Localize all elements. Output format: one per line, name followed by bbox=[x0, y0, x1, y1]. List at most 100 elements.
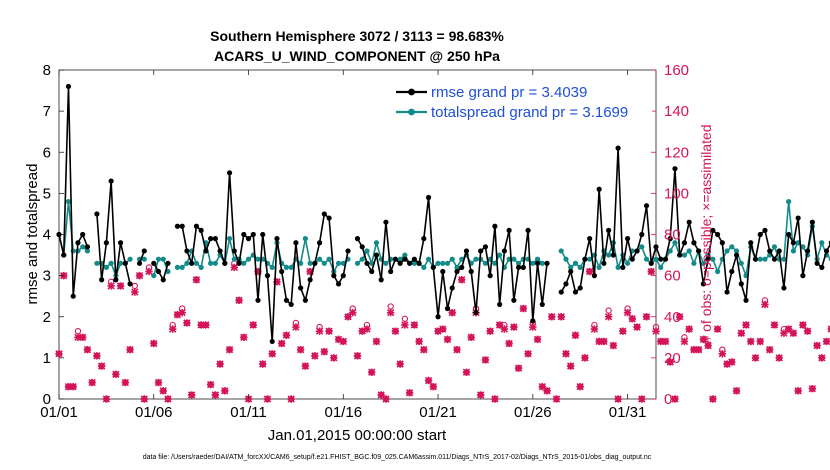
y-right-tick-label: 140 bbox=[664, 103, 689, 120]
obs-possible-point bbox=[539, 383, 546, 390]
obs-possible-point bbox=[406, 389, 413, 396]
totalspread-point bbox=[151, 273, 157, 279]
rmse-line bbox=[560, 147, 830, 302]
obs-possible-point bbox=[733, 387, 740, 394]
obs-assimilated-point bbox=[761, 300, 769, 309]
rmse-point bbox=[108, 178, 114, 184]
rmse-point bbox=[786, 231, 792, 238]
totalspread-point bbox=[658, 264, 664, 270]
obs-possible-point bbox=[278, 340, 285, 347]
totalspread-point bbox=[364, 248, 370, 254]
obs-possible-point bbox=[235, 297, 243, 304]
obs-possible-point bbox=[662, 338, 669, 345]
rmse-point bbox=[99, 277, 105, 283]
rmse-point bbox=[326, 215, 332, 221]
obs-possible-point bbox=[70, 383, 77, 390]
totalspread-point bbox=[160, 256, 166, 262]
rmse-point bbox=[236, 260, 242, 266]
obs-possible-point bbox=[401, 315, 409, 322]
obs-possible-point bbox=[577, 383, 584, 390]
obs-assimilated-point bbox=[453, 345, 461, 354]
rmse-point bbox=[222, 260, 228, 266]
x-tick-label: 01/06 bbox=[135, 404, 173, 421]
obs-assimilated-point bbox=[604, 313, 613, 321]
y-right-axis-label: # of obs: o=possible; ×=assimilated bbox=[698, 124, 714, 343]
totalspread-point bbox=[340, 260, 346, 266]
rmse-point bbox=[520, 264, 526, 270]
obs-assimilated-point bbox=[330, 354, 338, 362]
legend-spread-marker bbox=[408, 108, 415, 116]
totalspread-point bbox=[539, 260, 545, 266]
obs-possible-point bbox=[624, 305, 631, 312]
obs-assimilated-point bbox=[353, 352, 362, 360]
rmse-point bbox=[359, 244, 365, 250]
rmse-point bbox=[302, 297, 308, 303]
obs-assimilated-point bbox=[225, 345, 234, 354]
totalspread-point bbox=[691, 260, 697, 266]
obs-assimilated-point bbox=[249, 321, 257, 329]
obs-possible-point bbox=[349, 305, 356, 312]
obs-assimilated-point bbox=[642, 313, 651, 321]
totalspread-point bbox=[269, 264, 275, 270]
obs-possible-point bbox=[491, 395, 499, 403]
obs-possible-point bbox=[534, 336, 541, 343]
totalspread-point bbox=[316, 256, 323, 262]
y-left-tick-label: 6 bbox=[43, 144, 51, 161]
obs-assimilated-point bbox=[732, 387, 741, 395]
totalspread-point bbox=[454, 264, 460, 270]
rmse-point bbox=[312, 260, 318, 266]
rmse-point bbox=[463, 248, 470, 254]
rmse-point bbox=[459, 264, 465, 270]
totalspread-point bbox=[127, 256, 133, 262]
rmse-point bbox=[719, 240, 725, 246]
totalspread-point bbox=[193, 260, 200, 266]
obs-assimilated-point bbox=[368, 368, 376, 376]
obs-possible-point bbox=[164, 395, 172, 403]
rmse-point bbox=[473, 310, 479, 316]
rmse-point bbox=[606, 227, 612, 233]
obs-assimilated-point bbox=[102, 395, 111, 403]
rmse-point bbox=[819, 264, 825, 270]
totalspread-point bbox=[65, 199, 72, 205]
obs-assimilated-point bbox=[803, 327, 812, 335]
obs-assimilated-point bbox=[576, 382, 584, 391]
totalspread-point bbox=[307, 260, 313, 266]
obs-assimilated-point bbox=[112, 370, 120, 379]
rmse-point bbox=[141, 248, 147, 254]
y-left-tick-label: 1 bbox=[43, 350, 51, 367]
totalspread-point bbox=[179, 264, 185, 270]
obs-assimilated-point bbox=[135, 271, 144, 280]
rmse-point bbox=[639, 231, 645, 238]
obs-assimilated-point bbox=[301, 362, 310, 370]
totalspread-point bbox=[255, 256, 261, 262]
obs-possible-point bbox=[316, 323, 323, 331]
obs-assimilated-point bbox=[467, 333, 475, 342]
rmse-point bbox=[790, 240, 797, 246]
obs-possible-point bbox=[55, 350, 63, 357]
totalspread-point bbox=[819, 240, 825, 246]
rmse-point bbox=[525, 227, 531, 233]
obs-assimilated-point bbox=[311, 352, 319, 360]
totalspread-point bbox=[511, 256, 517, 262]
totalspread-point bbox=[800, 244, 806, 250]
obs-assimilated-point bbox=[713, 325, 722, 333]
obs-assimilated-point bbox=[704, 341, 712, 350]
rmse-point bbox=[710, 227, 716, 233]
rmse-point bbox=[492, 223, 498, 229]
obs-possible-point bbox=[453, 346, 461, 353]
rmse-point bbox=[634, 248, 640, 254]
obs-assimilated-point bbox=[462, 368, 471, 376]
obs-possible-point bbox=[695, 346, 702, 353]
obs-possible-point bbox=[330, 354, 337, 362]
rmse-point bbox=[714, 231, 721, 238]
rmse-point bbox=[75, 240, 81, 246]
rmse-point bbox=[795, 215, 801, 221]
totalspread-point bbox=[226, 236, 233, 242]
obs-assimilated-point bbox=[55, 350, 63, 358]
obs-possible-point bbox=[676, 313, 683, 320]
obs-assimilated-point bbox=[581, 354, 589, 362]
obs-assimilated-point bbox=[623, 308, 632, 317]
obs-assimilated-point bbox=[808, 385, 817, 393]
rmse-point bbox=[293, 240, 299, 246]
totalspread-point bbox=[568, 264, 574, 270]
